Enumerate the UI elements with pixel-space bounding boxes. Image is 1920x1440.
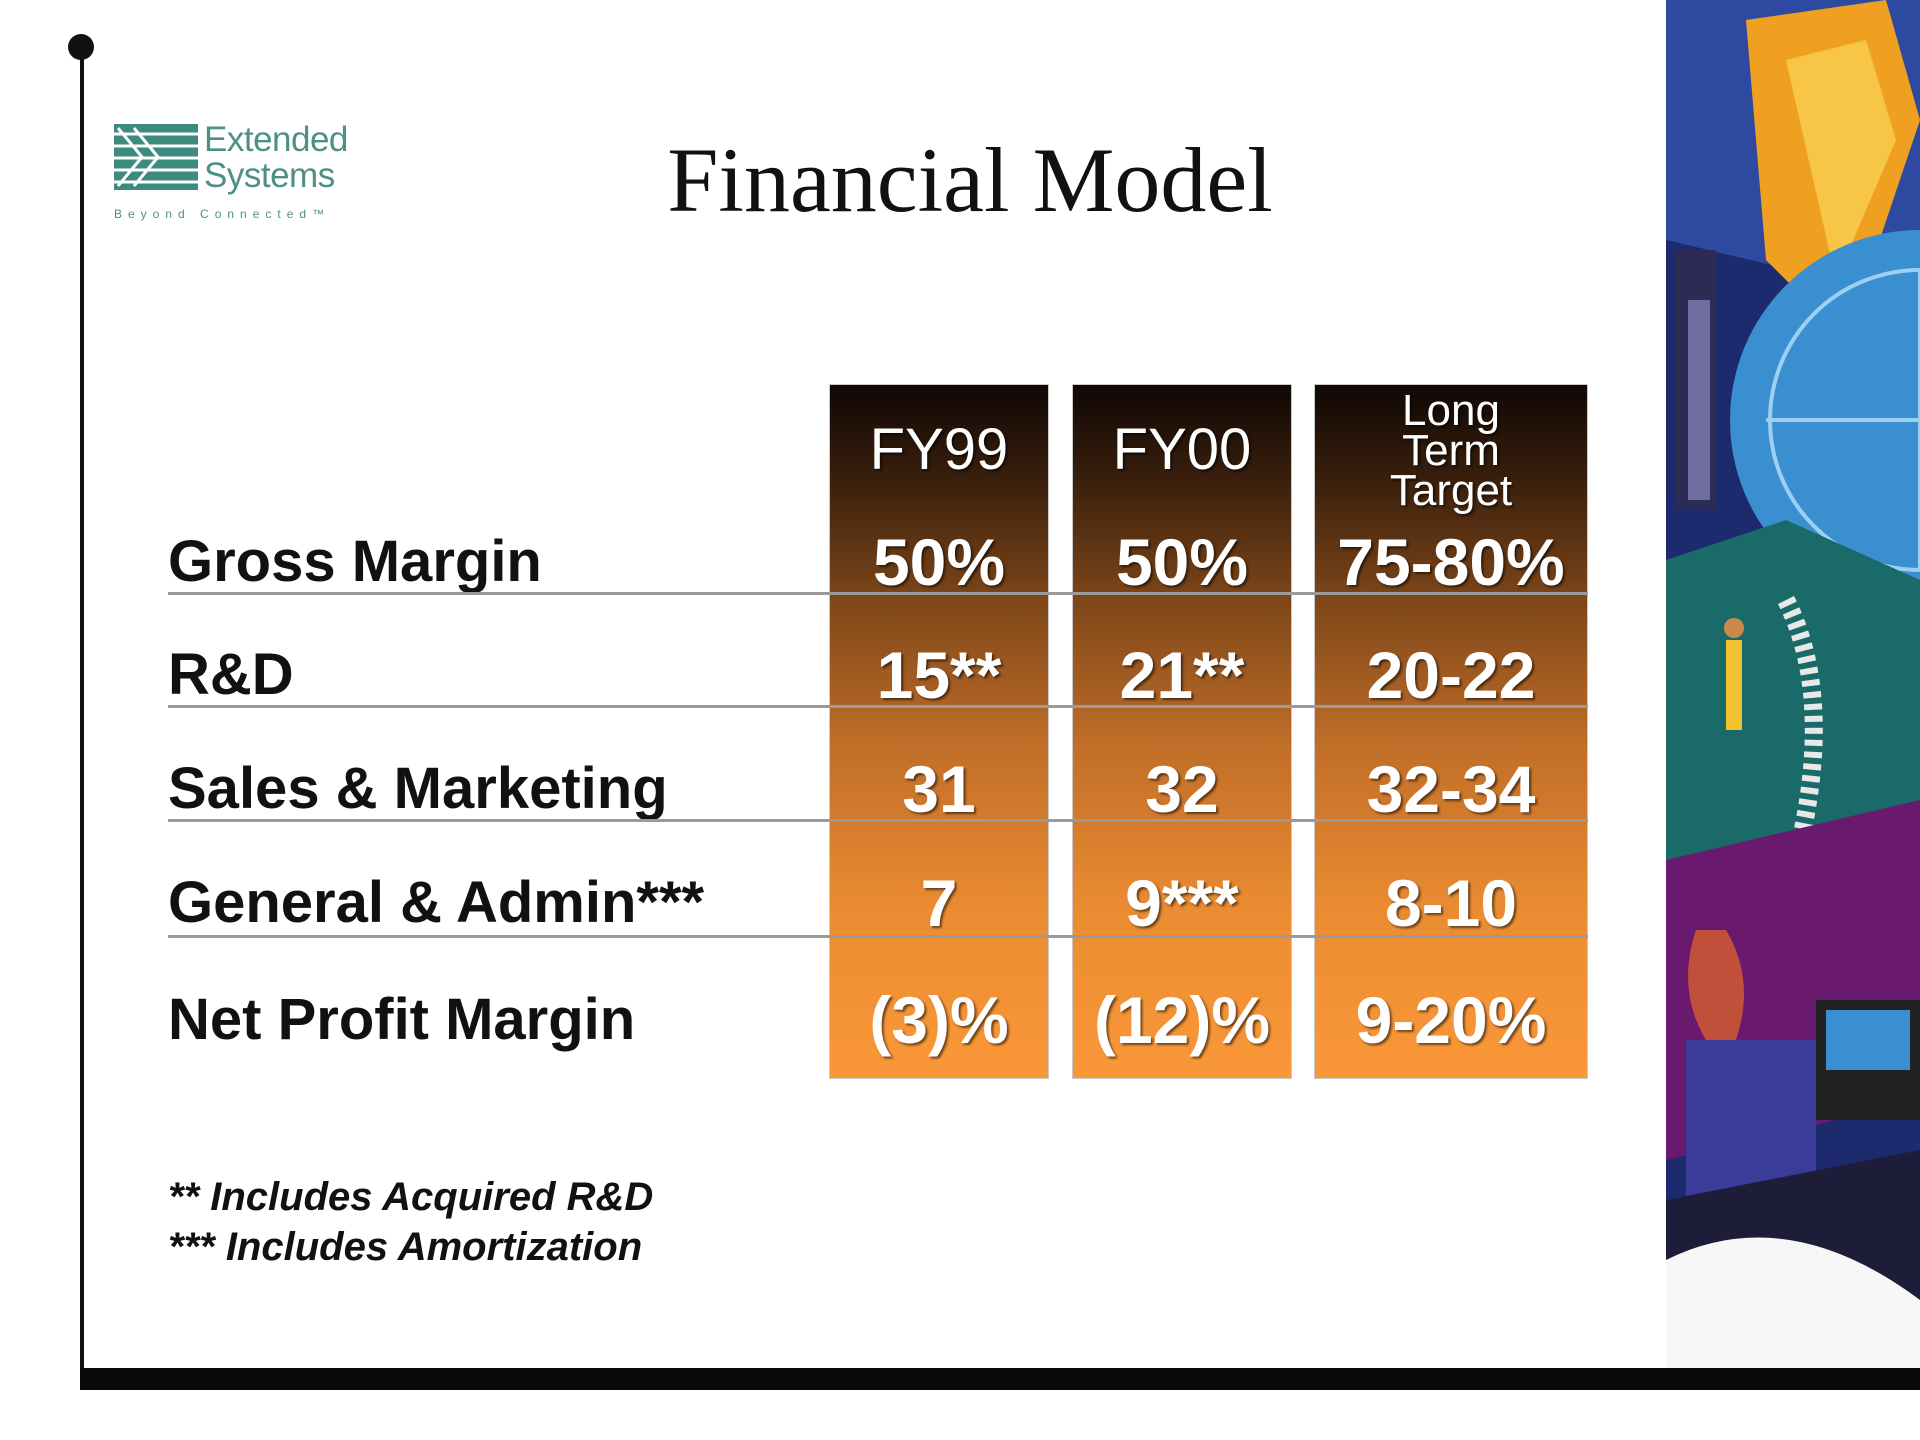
- footnotes: ** Includes Acquired R&D *** Includes Am…: [168, 1172, 653, 1272]
- column-header-long: Long: [1402, 386, 1500, 435]
- row-label-general-admin: General & Admin***: [168, 870, 705, 935]
- row-divider: [168, 935, 1588, 938]
- company-logo: Extended Systems Beyond Connected™: [114, 122, 414, 232]
- logo-wordmark: Extended Systems: [204, 122, 348, 194]
- cell-fy00-net-profit: (12)%: [1093, 983, 1271, 1057]
- footnote-acquired-rnd: ** Includes Acquired R&D: [168, 1175, 654, 1219]
- cell-fy99-gross-margin: 50%: [872, 525, 1006, 599]
- column-long-term-target: Long Term Target 75-80% 20-22 32-34 8-10…: [1314, 384, 1588, 1079]
- slide-title: Financial Model: [667, 129, 1273, 231]
- logo-mark-icon: [114, 124, 198, 190]
- rule-bullet: [68, 34, 94, 60]
- logo-tagline: Beyond Connected™: [114, 207, 331, 221]
- row-divider: [168, 592, 1588, 595]
- cell-fy00-general-admin: 9***: [1125, 866, 1239, 940]
- logo-line-1: Extended: [204, 120, 348, 159]
- cell-target-net-profit: 9-20%: [1355, 983, 1547, 1057]
- row-label-gross-margin: Gross Margin: [168, 529, 542, 594]
- cell-fy00-sales-marketing: 32: [1145, 752, 1219, 826]
- column-header-fy99: FY99: [869, 417, 1009, 482]
- row-divider: [168, 705, 1588, 708]
- row-label-sales-marketing: Sales & Marketing: [168, 756, 668, 821]
- column-fy99: FY99 50% 15** 31 7 (3)%: [829, 384, 1049, 1079]
- decorative-illustration: [1666, 0, 1920, 1368]
- cell-fy99-general-admin: 7: [920, 866, 958, 940]
- row-label-rnd: R&D: [168, 642, 294, 707]
- cell-target-sales-marketing: 32-34: [1366, 752, 1536, 826]
- column-header-target: Target: [1389, 466, 1513, 515]
- column-header-term: Term: [1402, 426, 1500, 475]
- cell-fy99-sales-marketing: 31: [902, 752, 976, 826]
- footnote-amortization: *** Includes Amortization: [168, 1225, 643, 1269]
- column-header-fy00: FY00: [1112, 417, 1252, 482]
- cell-fy00-rnd: 21**: [1119, 638, 1245, 712]
- cell-target-general-admin: 8-10: [1384, 866, 1518, 940]
- cell-target-rnd: 20-22: [1366, 638, 1536, 712]
- bottom-bar: [80, 1368, 1920, 1390]
- logo-line-2: Systems: [204, 156, 335, 195]
- left-rule: [80, 48, 84, 1388]
- cell-fy00-gross-margin: 50%: [1115, 525, 1249, 599]
- cell-fy99-net-profit: (3)%: [869, 983, 1009, 1057]
- column-fy00: FY00 50% 21** 32 9*** (12)%: [1072, 384, 1292, 1079]
- row-divider: [168, 819, 1588, 822]
- cell-fy99-rnd: 15**: [876, 638, 1002, 712]
- cell-target-gross-margin: 75-80%: [1337, 525, 1565, 599]
- row-label-net-profit: Net Profit Margin: [168, 987, 636, 1052]
